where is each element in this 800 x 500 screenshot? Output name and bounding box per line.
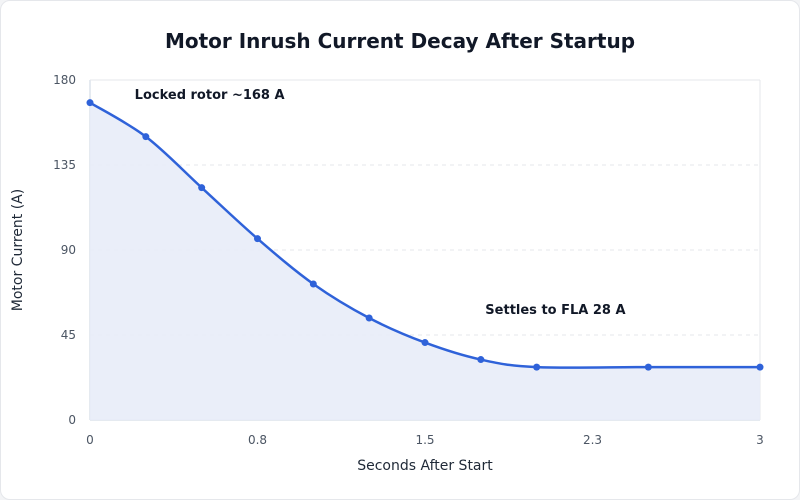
data-point xyxy=(309,280,317,288)
y-tick-label: 180 xyxy=(53,73,76,87)
chart-title: Motor Inrush Current Decay After Startup xyxy=(165,29,635,53)
y-tick-label: 45 xyxy=(61,328,76,342)
annotation-label: Settles to FLA 28 A xyxy=(485,303,625,318)
data-point xyxy=(142,133,150,141)
data-point xyxy=(198,184,206,192)
annotations: Locked rotor ~168 A Settles to FLA 28 A xyxy=(135,88,626,318)
area-fill xyxy=(90,102,760,421)
y-tick-label: 90 xyxy=(61,243,76,257)
data-point xyxy=(533,363,541,371)
data-point xyxy=(477,356,485,364)
x-tick-label: 0 xyxy=(86,433,94,447)
y-tick-label: 0 xyxy=(68,413,76,427)
x-tick-label: 3 xyxy=(756,433,764,447)
y-tick-label: 135 xyxy=(53,158,76,172)
data-point xyxy=(365,314,373,322)
x-tick-labels: 0 0.8 1.5 2.3 3 xyxy=(86,433,764,447)
data-point xyxy=(756,363,764,371)
x-tick-label: 1.5 xyxy=(415,433,434,447)
data-point xyxy=(254,235,261,243)
annotation-label: Locked rotor ~168 A xyxy=(135,88,285,103)
data-point xyxy=(86,99,94,107)
data-point xyxy=(644,363,652,371)
series-points xyxy=(86,99,764,371)
x-tick-label: 2.3 xyxy=(583,433,602,447)
y-tick-labels: 0 45 90 135 180 xyxy=(53,73,76,427)
x-axis-title: Seconds After Start xyxy=(357,458,493,474)
data-point xyxy=(421,339,429,347)
y-axis-title: Motor Current (A) xyxy=(10,189,26,311)
x-tick-label: 0.8 xyxy=(248,433,267,447)
